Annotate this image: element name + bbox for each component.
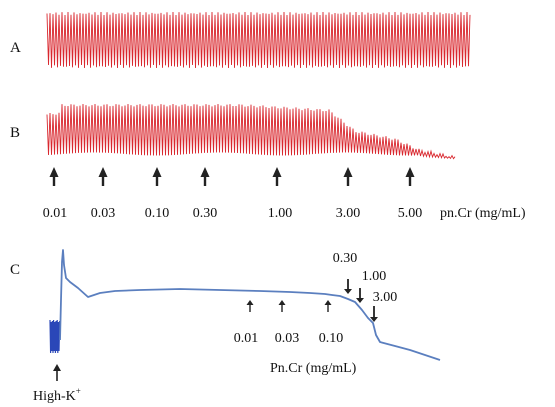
dose-label-c: 0.01 [234, 331, 259, 346]
dose-arrows-c [246, 279, 378, 322]
dose-arrow-b [98, 167, 108, 186]
stimulus-superscript: + [76, 386, 81, 396]
trace-c-burst [49, 319, 61, 354]
unit-label-c: Pn.Cr (mg/mL) [270, 361, 357, 376]
dose-arrow-c [370, 306, 378, 322]
dose-label-b: 0.03 [91, 206, 116, 221]
trace-a-line [46, 11, 471, 69]
dose-labels-c: 0.01 0.03 0.10 0.30 1.00 3.00 [234, 251, 398, 346]
dose-label-c: 1.00 [362, 269, 387, 284]
dose-arrows-b [49, 167, 415, 186]
dose-arrow-b [152, 167, 162, 186]
dose-label-c: 3.00 [373, 290, 398, 305]
dose-label-b: 5.00 [398, 206, 423, 221]
dose-arrow-b [200, 167, 210, 186]
panel-label-b: B [10, 125, 20, 141]
trace-b [46, 103, 456, 160]
trace-a [46, 11, 471, 69]
dose-label-b: 1.00 [268, 206, 293, 221]
trace-b-line [46, 103, 456, 160]
dose-label-c: 0.10 [319, 331, 344, 346]
dose-arrow-b [343, 167, 353, 186]
dose-arrow-c [356, 288, 364, 303]
dose-label-b: 0.01 [43, 206, 68, 221]
dose-arrow-c [278, 300, 286, 312]
dose-label-c: 0.03 [275, 331, 300, 346]
dose-arrow-c [344, 279, 352, 294]
stimulus-text: High-K [33, 389, 76, 404]
trace-c-line [59, 249, 441, 361]
dose-label-b: 0.10 [145, 206, 170, 221]
dose-labels-b: 0.01 0.03 0.10 0.30 1.00 3.00 5.00 [43, 206, 423, 221]
dose-arrow-b [405, 167, 415, 186]
dose-arrow-b [272, 167, 282, 186]
panel-label-a: A [10, 40, 21, 56]
trace-c [49, 249, 441, 361]
dose-label-b: 0.30 [193, 206, 218, 221]
dose-arrow-c [324, 300, 332, 312]
dose-arrow-c [246, 300, 254, 312]
unit-label-b: pn.Cr (mg/mL) [440, 206, 526, 221]
panel-label-c: C [10, 262, 20, 278]
stimulus-label: High-K+ [33, 386, 81, 404]
dose-label-c: 0.30 [333, 251, 358, 266]
dose-label-b: 3.00 [336, 206, 361, 221]
stimulus-arrow [53, 364, 61, 381]
dose-arrow-b [49, 167, 59, 186]
